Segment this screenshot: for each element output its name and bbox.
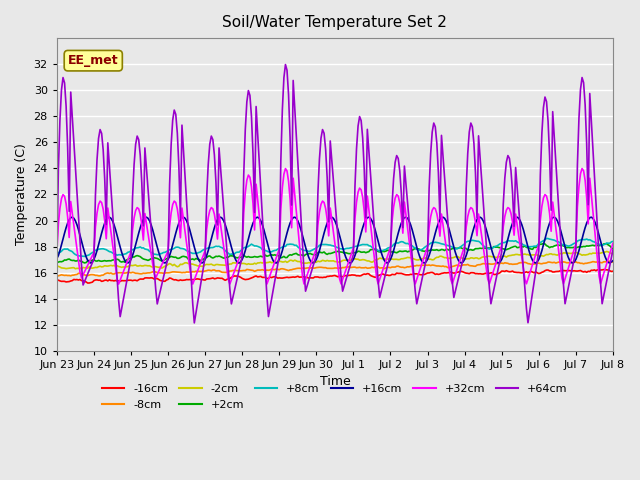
-2cm bbox=[603, 249, 611, 254]
+8cm bbox=[609, 239, 617, 244]
-8cm bbox=[53, 273, 61, 278]
+64cm bbox=[404, 199, 412, 204]
+32cm bbox=[53, 250, 61, 256]
+8cm bbox=[158, 251, 166, 256]
-2cm bbox=[68, 265, 76, 271]
Y-axis label: Temperature (C): Temperature (C) bbox=[15, 144, 28, 245]
+8cm bbox=[81, 253, 88, 259]
-16cm bbox=[53, 277, 61, 283]
+2cm bbox=[544, 243, 552, 249]
+16cm bbox=[609, 258, 617, 264]
+16cm bbox=[404, 216, 412, 221]
-16cm bbox=[600, 267, 607, 273]
Line: +64cm: +64cm bbox=[57, 64, 613, 323]
-2cm bbox=[402, 255, 410, 261]
Line: +16cm: +16cm bbox=[57, 217, 613, 263]
+16cm bbox=[391, 242, 399, 248]
-2cm bbox=[371, 257, 379, 263]
Legend: -16cm, -8cm, -2cm, +2cm, +8cm, +16cm, +32cm, +64cm: -16cm, -8cm, -2cm, +2cm, +8cm, +16cm, +3… bbox=[98, 380, 572, 414]
-8cm bbox=[606, 258, 614, 264]
-2cm bbox=[77, 266, 85, 272]
+16cm bbox=[346, 260, 354, 266]
Line: +8cm: +8cm bbox=[57, 239, 613, 256]
-2cm bbox=[53, 264, 61, 269]
+2cm bbox=[402, 248, 410, 254]
+2cm bbox=[371, 247, 379, 252]
+2cm bbox=[53, 260, 61, 265]
Line: +2cm: +2cm bbox=[57, 243, 613, 263]
-8cm bbox=[371, 264, 379, 270]
-8cm bbox=[68, 272, 76, 278]
-16cm bbox=[390, 272, 397, 277]
-2cm bbox=[543, 252, 550, 257]
+32cm bbox=[609, 240, 617, 246]
+2cm bbox=[68, 258, 76, 264]
X-axis label: Time: Time bbox=[319, 375, 350, 388]
-8cm bbox=[609, 259, 617, 265]
+32cm bbox=[158, 262, 166, 267]
-8cm bbox=[96, 273, 104, 279]
Title: Soil/Water Temperature Set 2: Soil/Water Temperature Set 2 bbox=[223, 15, 447, 30]
-16cm bbox=[543, 267, 550, 273]
-8cm bbox=[390, 264, 397, 270]
+64cm bbox=[53, 257, 61, 263]
+16cm bbox=[158, 258, 166, 264]
+32cm bbox=[578, 166, 586, 171]
+2cm bbox=[81, 260, 88, 266]
+32cm bbox=[371, 261, 379, 267]
+32cm bbox=[68, 210, 76, 216]
+64cm bbox=[157, 288, 164, 294]
+2cm bbox=[540, 240, 547, 246]
-16cm bbox=[84, 280, 92, 286]
+8cm bbox=[390, 241, 397, 247]
-16cm bbox=[158, 278, 166, 284]
+2cm bbox=[609, 246, 617, 252]
+2cm bbox=[390, 249, 397, 254]
Line: +32cm: +32cm bbox=[57, 168, 613, 284]
+64cm bbox=[191, 320, 198, 326]
-16cm bbox=[371, 275, 379, 280]
Text: EE_met: EE_met bbox=[68, 54, 118, 67]
-8cm bbox=[543, 260, 550, 266]
Line: -16cm: -16cm bbox=[57, 270, 613, 283]
+8cm bbox=[402, 240, 410, 246]
+64cm bbox=[609, 247, 617, 253]
+16cm bbox=[544, 225, 552, 230]
+16cm bbox=[68, 214, 76, 220]
+8cm bbox=[68, 249, 76, 254]
-8cm bbox=[158, 270, 166, 276]
+32cm bbox=[402, 212, 410, 217]
-16cm bbox=[402, 272, 410, 278]
-2cm bbox=[158, 265, 166, 271]
-2cm bbox=[609, 251, 617, 256]
+64cm bbox=[372, 257, 380, 263]
+64cm bbox=[68, 114, 76, 120]
+32cm bbox=[390, 204, 397, 210]
+16cm bbox=[106, 214, 113, 220]
+32cm bbox=[115, 281, 122, 287]
-16cm bbox=[68, 278, 76, 284]
+64cm bbox=[544, 118, 552, 124]
-8cm bbox=[402, 264, 410, 270]
+16cm bbox=[372, 232, 380, 238]
+8cm bbox=[371, 246, 379, 252]
+8cm bbox=[53, 250, 61, 256]
+8cm bbox=[544, 236, 552, 241]
-16cm bbox=[609, 268, 617, 274]
+16cm bbox=[53, 256, 61, 262]
-2cm bbox=[390, 256, 397, 262]
+2cm bbox=[158, 258, 166, 264]
+8cm bbox=[543, 236, 550, 241]
+32cm bbox=[543, 193, 550, 199]
+64cm bbox=[391, 159, 399, 165]
Line: -2cm: -2cm bbox=[57, 252, 613, 269]
+64cm bbox=[282, 61, 289, 67]
Line: -8cm: -8cm bbox=[57, 261, 613, 276]
